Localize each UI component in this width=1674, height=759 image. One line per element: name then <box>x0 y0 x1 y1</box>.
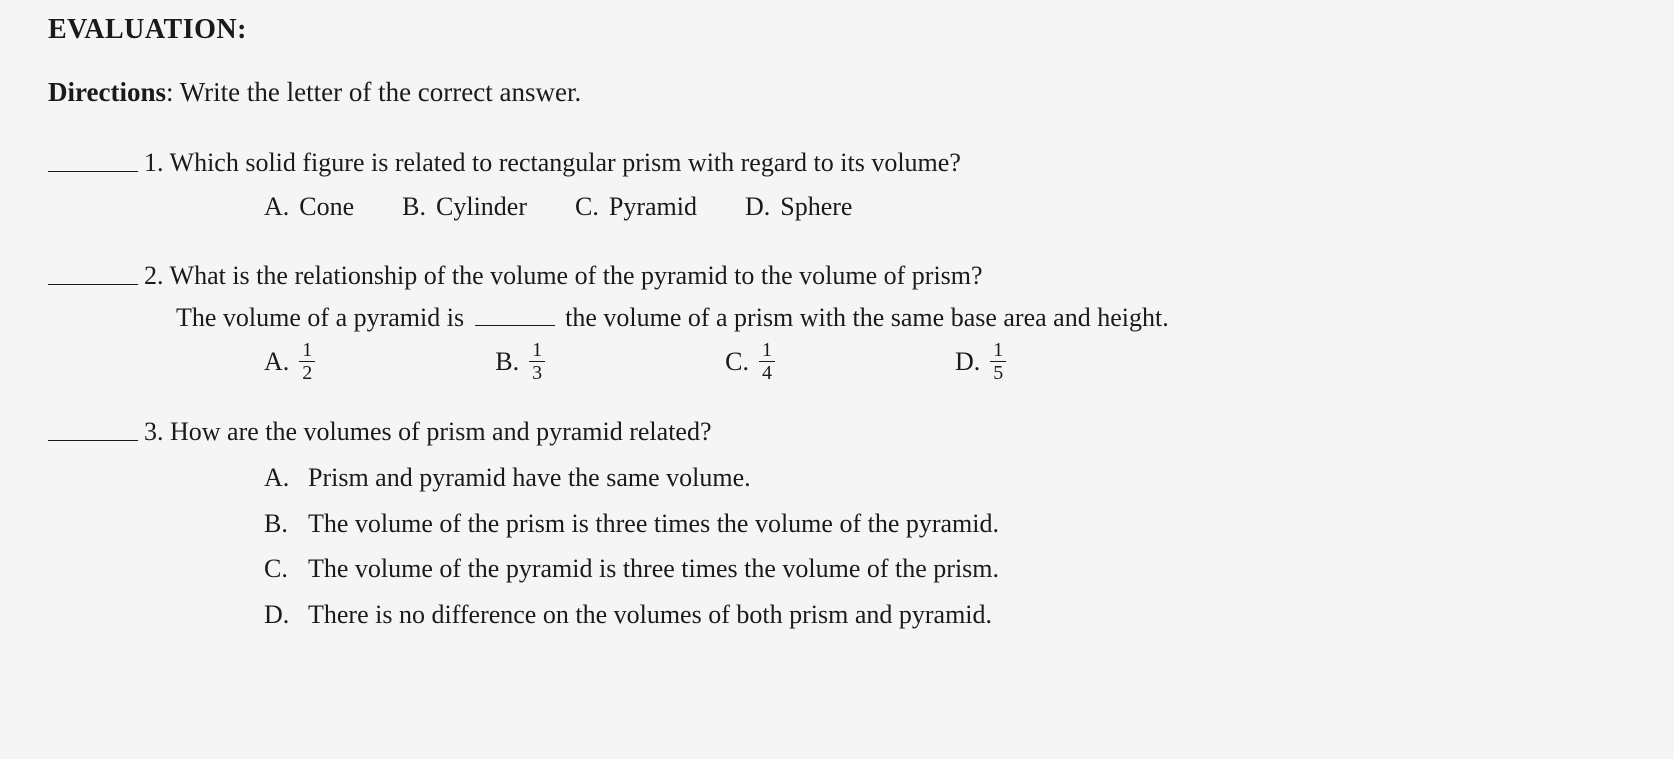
fraction-denominator: 3 <box>532 362 542 383</box>
option-c[interactable]: C. Pyramid <box>575 186 697 228</box>
question-2: 2. What is the relationship of the volum… <box>48 255 1650 383</box>
option-c[interactable]: C. The volume of the pyramid is three ti… <box>264 548 1650 590</box>
option-text: The volume of the prism is three times t… <box>308 503 999 545</box>
option-d[interactable]: D. Sphere <box>745 186 852 228</box>
options-row: A. Cone B. Cylinder C. Pyramid D. Sphere <box>144 186 1650 228</box>
question-1: 1. Which solid figure is related to rect… <box>48 142 1650 227</box>
fraction-numerator: 1 <box>759 340 775 362</box>
question-number: 1. <box>144 148 164 177</box>
question-prompt: What is the relationship of the volume o… <box>170 261 983 290</box>
option-letter: C. <box>264 548 294 590</box>
option-letter: D. <box>745 186 770 228</box>
question-prompt: Which solid figure is related to rectang… <box>170 148 961 177</box>
option-a[interactable]: A. Cone <box>264 186 354 228</box>
question-3: 3. How are the volumes of prism and pyra… <box>48 411 1650 639</box>
option-a[interactable]: A. Prism and pyramid have the same volum… <box>264 457 1650 499</box>
answer-blank[interactable] <box>48 411 138 441</box>
question-number: 3. <box>144 417 164 446</box>
option-b[interactable]: B. 1 3 <box>495 340 545 383</box>
fraction-numerator: 1 <box>529 340 545 362</box>
option-letter: C. <box>725 341 749 383</box>
fraction-denominator: 2 <box>302 362 312 383</box>
option-text: The volume of the pyramid is three times… <box>308 548 999 590</box>
option-letter: C. <box>575 186 599 228</box>
option-letter: A. <box>264 341 289 383</box>
answer-blank[interactable] <box>48 255 138 285</box>
option-letter: B. <box>495 341 519 383</box>
fill-blank[interactable] <box>475 299 555 326</box>
fraction-numerator: 1 <box>990 340 1006 362</box>
fraction: 1 4 <box>759 340 775 383</box>
option-letter: A. <box>264 457 294 499</box>
subtext-post: the volume of a prism with the same base… <box>565 303 1169 332</box>
fraction: 1 5 <box>990 340 1006 383</box>
option-text: Cylinder <box>436 186 527 228</box>
fraction-denominator: 5 <box>993 362 1003 383</box>
fraction-denominator: 4 <box>762 362 772 383</box>
directions-text: : Write the letter of the correct answer… <box>166 77 581 107</box>
subtext-pre: The volume of a pyramid is <box>176 303 464 332</box>
option-letter: D. <box>264 594 294 636</box>
options-list: A. Prism and pyramid have the same volum… <box>144 457 1650 635</box>
option-letter: D. <box>955 341 980 383</box>
fraction: 1 2 <box>299 340 315 383</box>
option-text: Cone <box>299 186 354 228</box>
option-a[interactable]: A. 1 2 <box>264 340 315 383</box>
option-letter: A. <box>264 186 289 228</box>
option-b[interactable]: B. Cylinder <box>402 186 527 228</box>
option-c[interactable]: C. 1 4 <box>725 340 775 383</box>
question-number: 2. <box>144 261 164 290</box>
question-prompt: How are the volumes of prism and pyramid… <box>170 417 712 446</box>
question-text: 3. How are the volumes of prism and pyra… <box>144 411 1650 453</box>
option-text: Pyramid <box>609 186 697 228</box>
option-b[interactable]: B. The volume of the prism is three time… <box>264 503 1650 545</box>
question-text: 2. What is the relationship of the volum… <box>144 255 1650 297</box>
option-d[interactable]: D. 1 5 <box>955 340 1006 383</box>
answer-blank[interactable] <box>48 142 138 172</box>
option-text: Sphere <box>780 186 852 228</box>
question-subtext: The volume of a pyramid is the volume of… <box>144 297 1650 339</box>
option-letter: B. <box>264 503 294 545</box>
section-title: EVALUATION: <box>48 8 1650 53</box>
option-letter: B. <box>402 186 426 228</box>
question-text: 1. Which solid figure is related to rect… <box>144 142 1650 184</box>
option-text: Prism and pyramid have the same volume. <box>308 457 751 499</box>
option-d[interactable]: D. There is no difference on the volumes… <box>264 594 1650 636</box>
fraction: 1 3 <box>529 340 545 383</box>
fraction-numerator: 1 <box>299 340 315 362</box>
directions-label: Directions <box>48 77 166 107</box>
options-row: A. 1 2 B. 1 3 C. 1 4 <box>144 340 1650 383</box>
directions: Directions: Write the letter of the corr… <box>48 71 1650 114</box>
option-text: There is no difference on the volumes of… <box>308 594 992 636</box>
